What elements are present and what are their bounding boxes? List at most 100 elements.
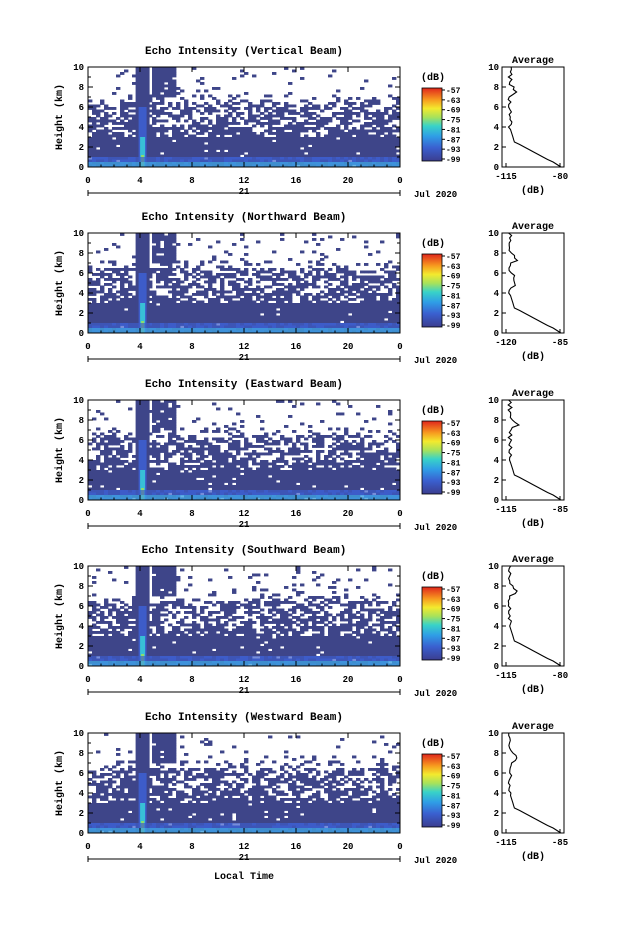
x-tick-label: 0 [397,675,402,685]
x-tick-label: 16 [291,342,302,352]
profile-x-label: (dB) [521,684,545,696]
colorbar-tick-label: -63 [446,430,461,439]
heatmap-cells [88,733,400,833]
colorbar-unit: (dB) [421,405,445,417]
panel-4: Echo Intensity (Westward Beam) 0 2 4 6 8 10 Hei… [54,712,568,866]
date-label: Jul 2020 [414,190,457,200]
x-tick-label: 8 [189,842,194,852]
profile-y-tick-label: 6 [494,602,499,612]
profile-y-tick-label: 4 [494,789,500,799]
profile-x-label: (dB) [521,518,545,530]
colorbar-tick-label: -63 [446,97,461,106]
x-tick-label: 20 [343,176,354,186]
x-tick-label: 20 [343,342,354,352]
profile-line [508,232,562,334]
colorbar-tick-label: -75 [446,450,461,459]
date-label: Jul 2020 [414,523,457,533]
x-axis-label: Local Time [214,871,274,883]
panel-3: Echo Intensity (Southward Beam) 0 2 4 6 8 10 He… [54,545,568,699]
y-tick-label: 4 [79,123,85,133]
profile-y-tick-label: 6 [494,103,499,113]
colorbar-tick-label: -81 [446,459,461,468]
day-label: 21 [239,686,250,696]
profile-y-tick-label: 4 [494,622,500,632]
profile-line [507,399,562,501]
x-tick-label: 4 [137,176,143,186]
y-tick-label: 0 [79,829,84,839]
y-tick-label: 6 [79,269,84,279]
colorbar-tick-label: -63 [446,763,461,772]
x-tick-label: 20 [343,509,354,519]
day-label: 21 [239,353,250,363]
x-tick-label: 12 [239,842,250,852]
y-axis-label: Height (km) [54,750,66,816]
colorbar-tick-label: -81 [446,625,461,634]
panel-title: Echo Intensity (Eastward Beam) [145,379,343,391]
colorbar-tick-label: -75 [446,783,461,792]
profile-y-tick-label: 4 [494,456,500,466]
x-tick-label: 8 [189,675,194,685]
x-tick-label: 16 [291,675,302,685]
colorbar-tick-label: -57 [446,753,461,762]
x-tick-label: 4 [137,342,143,352]
profile-x-tick-label: -85 [552,338,568,348]
x-tick-label: 20 [343,842,354,852]
x-tick-label: 0 [397,176,402,186]
colorbar-tick-label: -57 [446,253,461,262]
heatmap-cells [88,233,400,333]
profile-y-tick-label: 0 [494,829,499,839]
colorbar-tick-label: -93 [446,479,461,488]
y-tick-label: 2 [79,809,84,819]
x-tick-label: 12 [239,342,250,352]
colorbar-tick-label: -69 [446,606,461,615]
y-tick-label: 8 [79,416,84,426]
y-tick-label: 2 [79,476,84,486]
y-axis-label: Height (km) [54,583,66,649]
profile-title: Average [512,555,554,566]
profile-title: Average [512,56,554,67]
profile-y-tick-label: 10 [488,396,499,406]
profile-y-tick-label: 2 [494,809,499,819]
profile-y-tick-label: 6 [494,769,499,779]
colorbar-unit: (dB) [421,238,445,250]
y-tick-label: 6 [79,436,84,446]
x-tick-label: 0 [397,842,402,852]
profile-line [507,732,562,834]
y-tick-label: 0 [79,163,84,173]
y-tick-label: 6 [79,769,84,779]
profile-y-tick-label: 8 [494,249,499,259]
colorbar-tick-label: -99 [446,489,461,498]
profile-frame [501,732,565,834]
profile-line [507,565,562,667]
x-tick-label: 12 [239,675,250,685]
panel-2: Echo Intensity (Eastward Beam) 0 2 4 6 8 10 Hei… [54,379,568,533]
x-tick-label: 0 [85,176,90,186]
x-tick-label: 12 [239,176,250,186]
profile-x-label: (dB) [521,185,545,197]
panel-title: Echo Intensity (Vertical Beam) [145,46,343,58]
profile-y-tick-label: 10 [488,729,499,739]
colorbar-tick-label: -63 [446,263,461,272]
date-label: Jul 2020 [414,856,457,866]
y-tick-label: 2 [79,143,84,153]
colorbar-tick-label: -99 [446,655,461,664]
y-tick-label: 4 [79,456,85,466]
colorbar-tick-label: -57 [446,586,461,595]
colorbar-tick-label: -57 [446,87,461,96]
profile-y-tick-label: 0 [494,329,499,339]
colorbar-tick-label: -69 [446,440,461,449]
y-tick-label: 4 [79,789,85,799]
profile-y-tick-label: 8 [494,416,499,426]
profile-x-tick-label: -80 [552,671,568,681]
y-tick-label: 0 [79,329,84,339]
x-tick-label: 4 [137,842,143,852]
colorbar [421,253,443,328]
colorbar-unit: (dB) [421,738,445,750]
panel-1: Echo Intensity (Northward Beam) 0 2 4 6 8 10 He… [54,212,568,366]
colorbar-tick-label: -69 [446,273,461,282]
x-tick-label: 0 [85,509,90,519]
y-tick-label: 8 [79,582,84,592]
y-tick-label: 10 [73,562,84,572]
profile-x-tick-label: -115 [495,172,517,182]
